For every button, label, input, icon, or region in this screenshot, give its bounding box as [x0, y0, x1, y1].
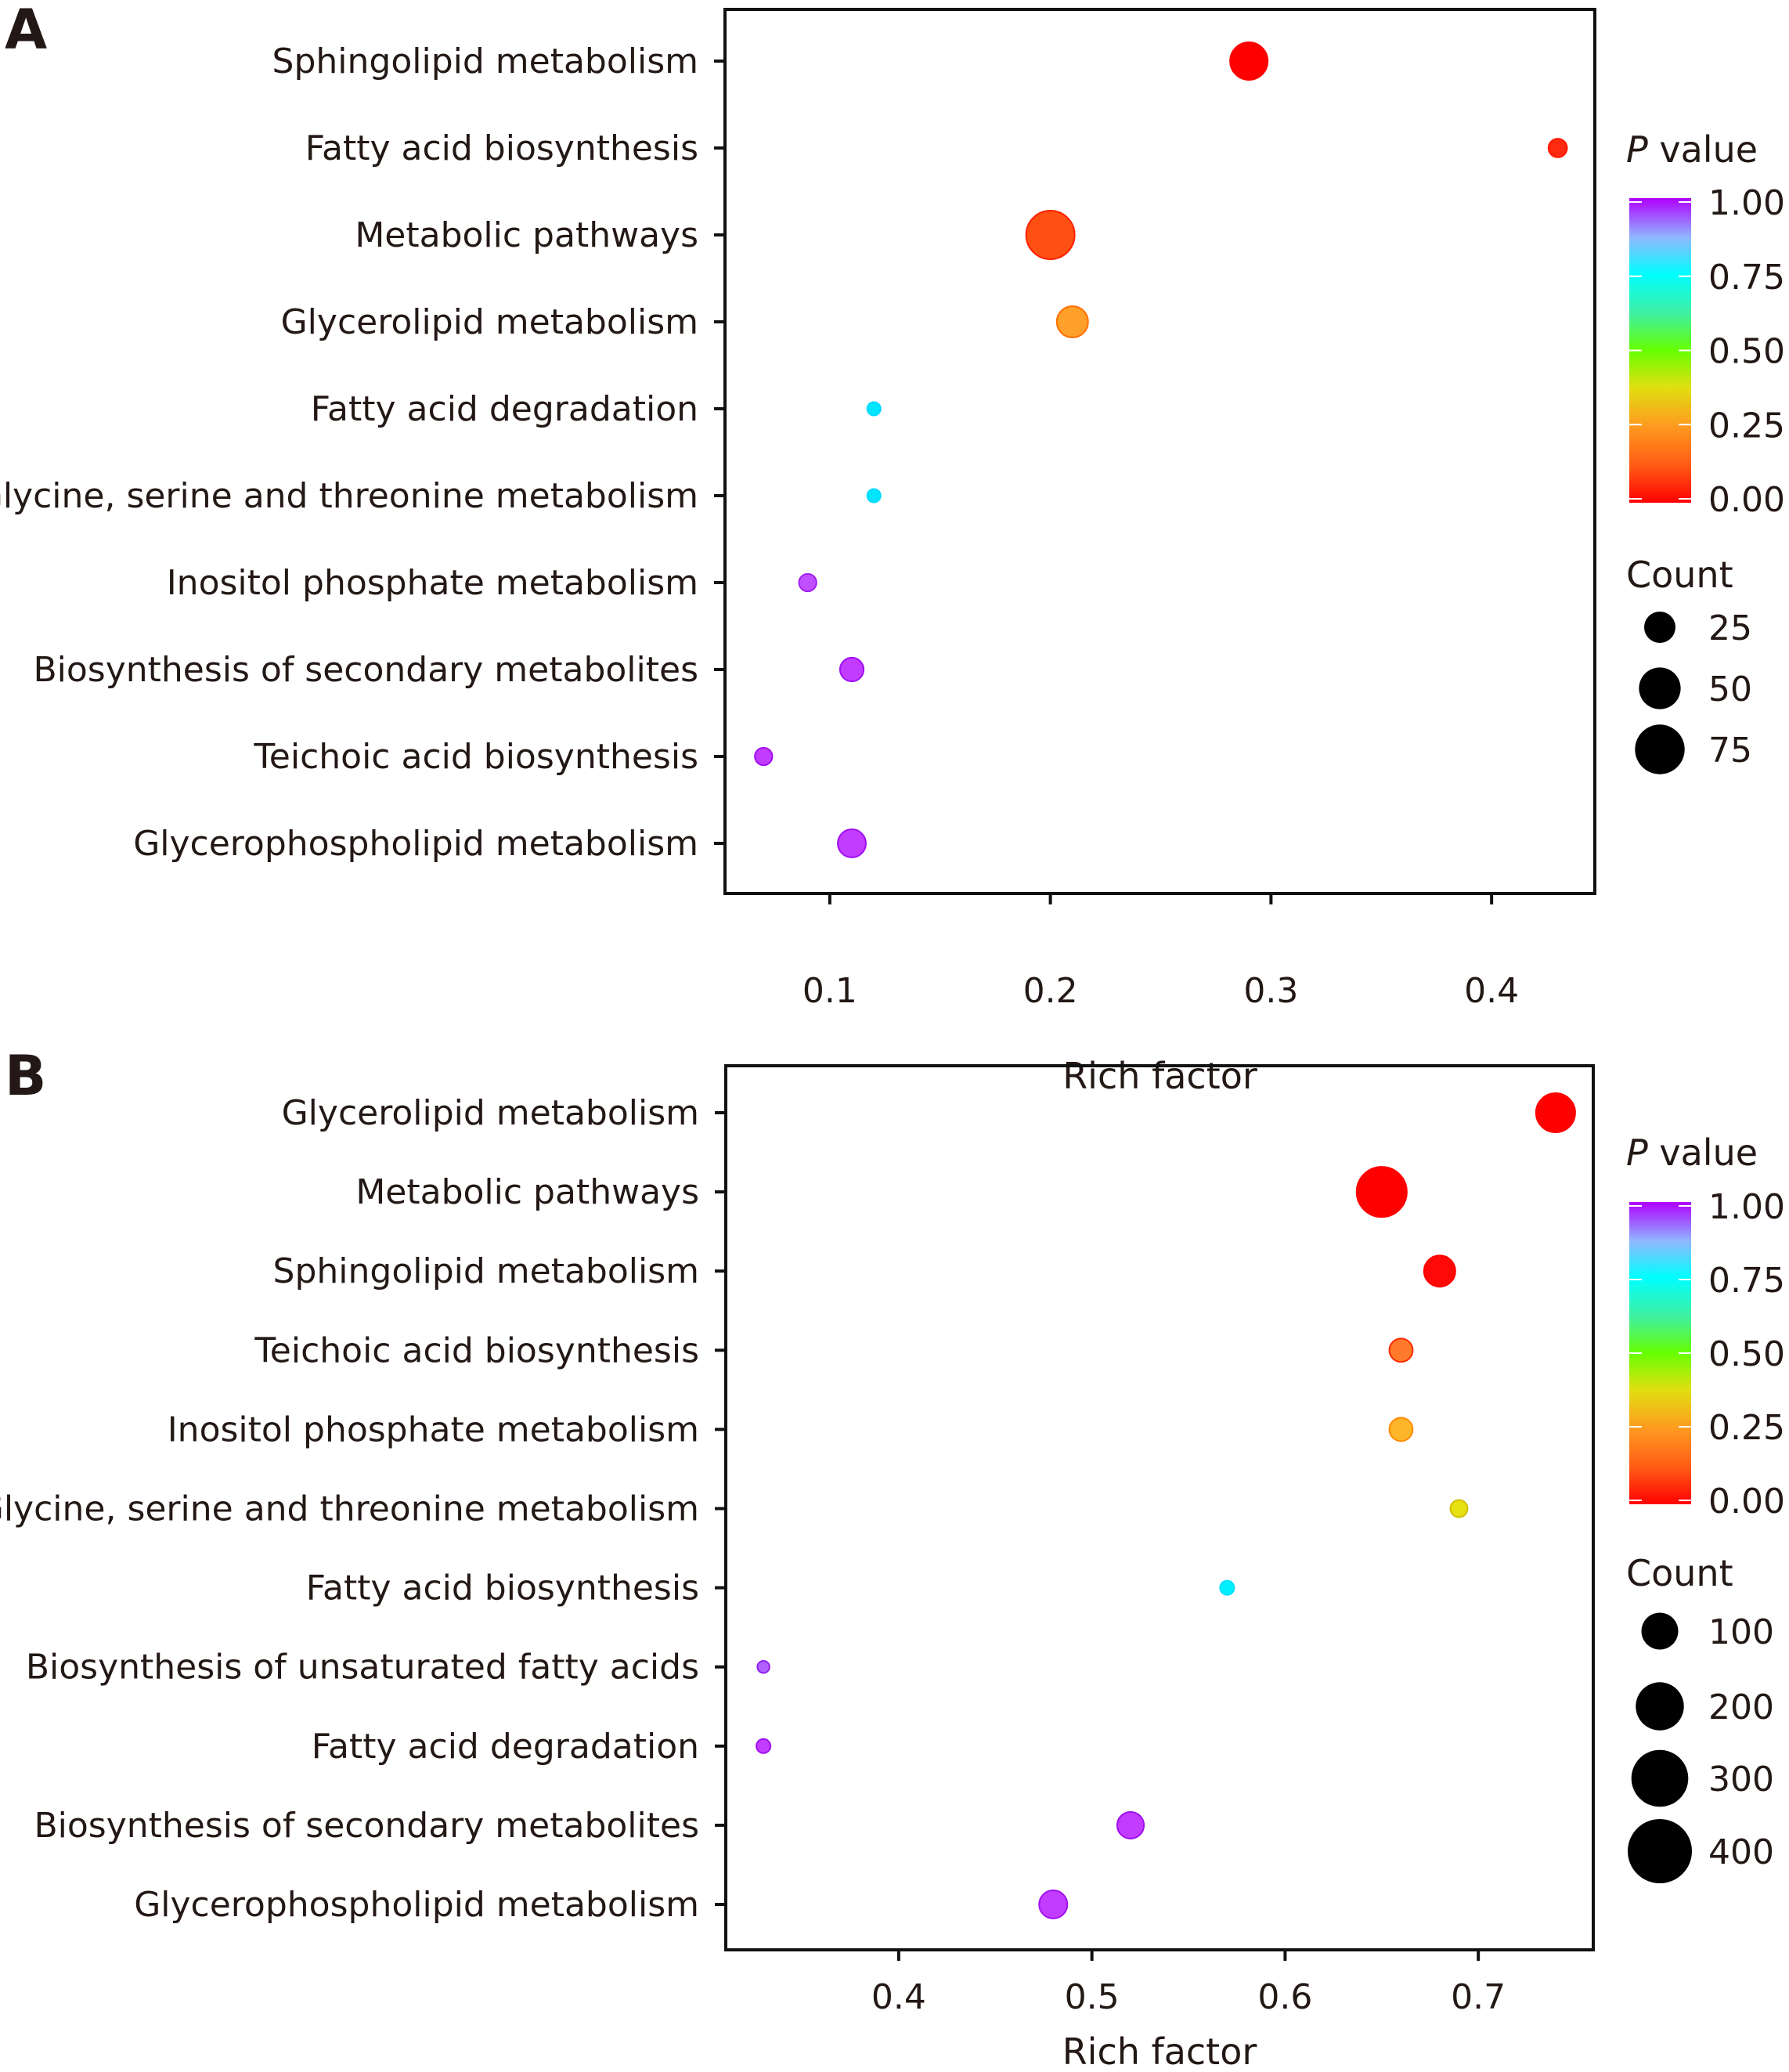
- y-tick-label: Metabolic pathways: [355, 215, 698, 255]
- size-legend-title: Count: [1626, 554, 1733, 596]
- x-axis-title: Rich factor: [1062, 1055, 1257, 1097]
- color-legend-title: P value: [1626, 128, 1758, 171]
- color-legend-title-rest: value: [1648, 1132, 1758, 1174]
- size-legend-key: [1635, 724, 1685, 774]
- data-point: [866, 401, 882, 417]
- colorbar-label: 0.25: [1708, 1408, 1785, 1448]
- size-legend-label: 400: [1708, 1832, 1774, 1872]
- y-tick-label: Glycerophospholipid metabolism: [134, 1885, 699, 1925]
- colorbar-label: 0.50: [1708, 332, 1785, 372]
- panel-letter: B: [5, 1044, 46, 1108]
- y-tick-label: Teichoic acid biosynthesis: [253, 737, 698, 777]
- size-legend-label: 100: [1708, 1612, 1774, 1652]
- data-point: [1229, 42, 1269, 81]
- colorbar-label: 0.50: [1708, 1334, 1785, 1374]
- y-tick-label: Glycerolipid metabolism: [281, 302, 698, 342]
- colorbar-label: 0.00: [1708, 1482, 1785, 1522]
- data-point: [1547, 138, 1568, 158]
- size-legend-key: [1636, 1682, 1684, 1731]
- x-tick-label: 0.4: [871, 1977, 926, 2017]
- size-legend-label: 25: [1708, 608, 1752, 648]
- size-legend-label: 75: [1708, 731, 1752, 771]
- y-tick-label: Sphingolipid metabolism: [273, 1251, 699, 1291]
- size-legend-key: [1641, 1612, 1679, 1650]
- size-legend-title: Count: [1626, 1552, 1733, 1594]
- y-tick-label: Fatty acid degradation: [311, 389, 698, 429]
- y-tick-label: Glycine, serine and threonine metabolism: [0, 476, 698, 516]
- y-tick-label: Teichoic acid biosynthesis: [254, 1330, 699, 1370]
- data-point: [1219, 1579, 1235, 1596]
- data-point: [1388, 1337, 1414, 1363]
- y-tick-label: Fatty acid degradation: [312, 1727, 699, 1767]
- size-legend-key: [1639, 667, 1681, 709]
- x-tick-label: 0.3: [1243, 971, 1298, 1011]
- colorbar-label: 1.00: [1708, 183, 1785, 223]
- size-legend-key: [1631, 1749, 1689, 1807]
- data-point: [1449, 1499, 1469, 1518]
- data-point: [1355, 1166, 1408, 1218]
- y-tick-label: Glycerolipid metabolism: [282, 1093, 699, 1133]
- plot-frame: [723, 8, 1596, 895]
- color-legend-title-italic: P: [1626, 1132, 1648, 1174]
- x-tick-label: 0.6: [1257, 1977, 1312, 2017]
- size-legend-key: [1644, 612, 1675, 643]
- data-point: [754, 746, 774, 767]
- color-legend-title: P value: [1626, 1132, 1758, 1174]
- x-tick-label: 0.2: [1023, 971, 1078, 1011]
- y-tick-label: Metabolic pathways: [355, 1172, 699, 1212]
- data-point: [866, 488, 882, 504]
- x-tick-label: 0.7: [1451, 1977, 1506, 2017]
- x-tick-label: 0.5: [1065, 1977, 1120, 2017]
- y-tick-label: Inositol phosphate metabolism: [167, 563, 698, 603]
- data-point: [1038, 1890, 1069, 1919]
- size-legend-label: 50: [1708, 670, 1752, 709]
- data-point: [839, 656, 865, 683]
- y-tick-label: Fatty acid biosynthesis: [305, 128, 698, 168]
- y-tick-label: Biosynthesis of secondary metabolites: [34, 1806, 699, 1846]
- panel-letter: A: [5, 0, 47, 62]
- data-point: [1388, 1417, 1414, 1442]
- y-tick-label: Fatty acid biosynthesis: [306, 1568, 699, 1608]
- colorbar-label: 0.00: [1708, 480, 1785, 520]
- x-tick-label: 0.1: [803, 971, 857, 1011]
- size-legend-label: 200: [1708, 1688, 1774, 1727]
- data-point: [756, 1738, 772, 1754]
- size-legend-key: [1628, 1819, 1692, 1883]
- y-tick-label: Biosynthesis of secondary metabolites: [33, 650, 698, 690]
- colorbar-label: 0.25: [1708, 406, 1785, 446]
- data-point: [1025, 210, 1076, 260]
- data-point: [1535, 1092, 1576, 1134]
- y-tick-label: Biosynthesis of unsaturated fatty acids: [26, 1648, 699, 1688]
- x-tick-label: 0.4: [1464, 971, 1519, 1011]
- x-axis-title: Rich factor: [1062, 2030, 1257, 2072]
- panel-a: A Sphingolipid metabolism Fatty acid biosy…: [0, 0, 1785, 1097]
- data-point: [1116, 1810, 1145, 1839]
- data-point: [756, 1659, 770, 1674]
- size-legend-label: 300: [1708, 1760, 1774, 1799]
- panel-b: B Glycerolipid metabolism Metabolic pathwa…: [0, 1044, 1785, 2072]
- colorbar-label: 1.00: [1708, 1187, 1785, 1227]
- colorbar-label: 0.75: [1708, 1261, 1785, 1301]
- data-point: [1423, 1254, 1456, 1288]
- color-legend-title-rest: value: [1648, 128, 1758, 171]
- y-tick-label: Sphingolipid metabolism: [272, 42, 698, 81]
- y-tick-label: Glycerophospholipid metabolism: [133, 824, 698, 864]
- colorbar-label: 0.75: [1708, 258, 1785, 298]
- y-tick-label: Glycine, serine and threonine metabolism: [0, 1489, 699, 1529]
- data-point: [1055, 305, 1089, 338]
- data-point: [798, 572, 817, 593]
- data-point: [837, 828, 867, 858]
- y-tick-label: Inositol phosphate metabolism: [168, 1410, 699, 1449]
- color-legend-title-italic: P: [1626, 128, 1648, 171]
